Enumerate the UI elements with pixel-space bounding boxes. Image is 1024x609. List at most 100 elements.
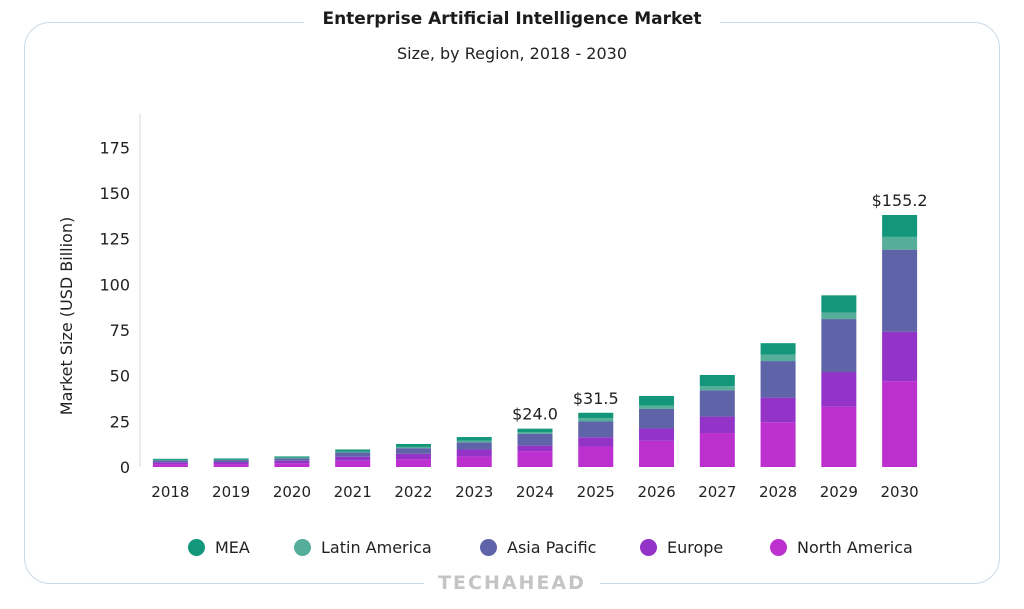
bar-total-label: $31.5 bbox=[573, 389, 619, 408]
y-tick-label: 75 bbox=[110, 321, 130, 340]
bar-segment-latin-america bbox=[335, 451, 371, 453]
legend-label: MEA bbox=[215, 538, 250, 557]
legend: MEA Latin America Asia Pacific Europe North … bbox=[0, 538, 1024, 562]
bar-segment-mea bbox=[213, 458, 249, 460]
bar-segment-europe bbox=[821, 372, 857, 407]
bar-segment-north-america bbox=[213, 464, 249, 467]
bar-segment-asia-pacific bbox=[821, 319, 857, 373]
bar-segment-europe bbox=[760, 397, 796, 423]
x-tick-label: 2022 bbox=[394, 483, 432, 501]
chart-subtitle: Size, by Region, 2018 - 2030 bbox=[396, 44, 628, 63]
y-tick-label: 125 bbox=[99, 230, 130, 249]
bar-segment-north-america bbox=[578, 446, 614, 467]
legend-swatch bbox=[188, 539, 205, 556]
legend-label: Latin America bbox=[321, 538, 432, 557]
bar-segment-latin-america bbox=[578, 418, 614, 422]
y-tick-label: 25 bbox=[110, 412, 130, 431]
bar-segment-asia-pacific bbox=[152, 460, 188, 463]
x-tick-label: 2026 bbox=[637, 483, 675, 501]
legend-item-asia-pacific: Asia Pacific bbox=[480, 538, 596, 557]
bar-segment-europe bbox=[335, 456, 371, 461]
bar-segment-latin-america bbox=[456, 440, 492, 443]
chart-title: Enterprise Artificial Intelligence Marke… bbox=[0, 9, 1024, 29]
bar-segment-mea bbox=[578, 412, 614, 419]
x-tick-label: 2021 bbox=[334, 483, 372, 501]
bar-segment-latin-america bbox=[152, 459, 188, 461]
bar-segment-europe bbox=[578, 437, 614, 447]
bar-segment-latin-america bbox=[699, 386, 735, 391]
legend-swatch bbox=[770, 539, 787, 556]
bar-segment-mea bbox=[821, 295, 857, 313]
legend-item-north-america: North America bbox=[770, 538, 913, 557]
legend-label: Europe bbox=[667, 538, 724, 557]
bar-segment-north-america bbox=[699, 433, 735, 467]
bar-segment-north-america bbox=[152, 464, 188, 467]
bar-segment-latin-america bbox=[517, 432, 553, 434]
bar-segment-latin-america bbox=[821, 312, 857, 320]
y-axis-label: Market Size (USD Billion) bbox=[57, 217, 76, 415]
bar-segment-mea bbox=[760, 343, 796, 355]
legend-label: Asia Pacific bbox=[507, 538, 597, 557]
bar-segment-latin-america bbox=[760, 354, 796, 362]
legend-swatch bbox=[294, 539, 311, 556]
x-tick-label: 2028 bbox=[759, 483, 797, 501]
bar-segment-mea bbox=[882, 214, 918, 237]
y-tick-label: 50 bbox=[110, 367, 130, 386]
bar-segment-asia-pacific bbox=[639, 408, 675, 429]
bar-segment-europe bbox=[517, 445, 553, 452]
y-tick-label: 100 bbox=[99, 275, 130, 294]
bar-segment-latin-america bbox=[213, 459, 249, 461]
bar-segment-asia-pacific bbox=[335, 452, 371, 457]
x-tick-label: 2019 bbox=[212, 483, 250, 501]
bar-segment-asia-pacific bbox=[274, 458, 310, 461]
x-tick-label: 2030 bbox=[881, 483, 919, 501]
legend-swatch bbox=[480, 539, 497, 556]
y-tick-label: 0 bbox=[120, 458, 130, 477]
bar-segment-north-america bbox=[395, 459, 431, 467]
x-tick-label: 2024 bbox=[516, 483, 554, 501]
bar-segment-mea bbox=[517, 428, 553, 433]
bar-segment-asia-pacific bbox=[456, 442, 492, 450]
bar-segment-asia-pacific bbox=[213, 460, 249, 463]
bar-total-label: $24.0 bbox=[512, 405, 558, 424]
bar-segment-mea bbox=[639, 395, 675, 406]
bar-segment-latin-america bbox=[274, 457, 310, 459]
bar-segment-mea bbox=[152, 458, 188, 460]
x-tick-label: 2029 bbox=[820, 483, 858, 501]
bar-segment-europe bbox=[152, 462, 188, 465]
x-tick-label: 2020 bbox=[273, 483, 311, 501]
x-tick-label: 2023 bbox=[455, 483, 493, 501]
bar-segment-asia-pacific bbox=[395, 448, 431, 454]
bar-segment-north-america bbox=[335, 460, 371, 467]
x-tick-label: 2018 bbox=[151, 483, 189, 501]
bar-segment-mea bbox=[456, 437, 492, 441]
legend-item-europe: Europe bbox=[640, 538, 723, 557]
bar-segment-latin-america bbox=[395, 446, 431, 449]
bar-segment-asia-pacific bbox=[760, 361, 796, 398]
bar-segment-latin-america bbox=[639, 405, 675, 409]
legend-item-latin-america: Latin America bbox=[294, 538, 432, 557]
bar-segment-north-america bbox=[274, 463, 310, 467]
bar-segment-mea bbox=[699, 374, 735, 387]
y-tick-label: 150 bbox=[99, 184, 130, 203]
bar-segment-mea bbox=[395, 443, 431, 447]
bar-segment-europe bbox=[213, 462, 249, 465]
bar-segment-north-america bbox=[760, 422, 796, 467]
bar-segment-north-america bbox=[517, 451, 553, 467]
bar-segment-europe bbox=[274, 460, 310, 464]
legend-swatch bbox=[640, 539, 657, 556]
bar-total-label: $155.2 bbox=[872, 191, 928, 210]
bar-segment-europe bbox=[639, 428, 675, 441]
bar-segment-europe bbox=[882, 331, 918, 382]
bar-segment-asia-pacific bbox=[882, 249, 918, 332]
bar-segment-mea bbox=[274, 456, 310, 458]
bar-segment-north-america bbox=[456, 456, 492, 467]
bar-segment-north-america bbox=[821, 406, 857, 467]
bar-segment-asia-pacific bbox=[517, 433, 553, 446]
bar-segment-asia-pacific bbox=[578, 421, 614, 438]
x-tick-label: 2025 bbox=[577, 483, 615, 501]
bar-segment-north-america bbox=[639, 440, 675, 467]
brand-watermark: TECHAHEAD bbox=[0, 572, 1024, 594]
legend-label: North America bbox=[797, 538, 913, 557]
